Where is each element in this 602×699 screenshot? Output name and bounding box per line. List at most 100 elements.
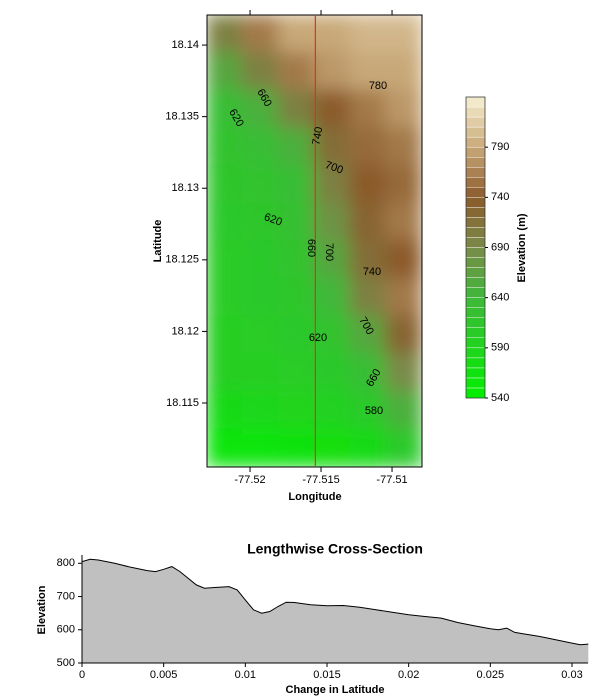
y-tick-label: 600 xyxy=(57,624,75,636)
colorbar-swatch xyxy=(465,327,486,338)
elevation-cell xyxy=(207,15,244,54)
elevation-cell xyxy=(207,89,244,129)
colorbar-swatch xyxy=(465,136,486,148)
colorbar-swatch xyxy=(465,156,486,168)
x-tick-label: 0.01 xyxy=(235,669,256,681)
elevation-cell xyxy=(313,51,352,92)
colorbar-tick-label: 590 xyxy=(491,342,509,354)
elevation-cell xyxy=(241,315,280,355)
chart-title: Lengthwise Cross-Section xyxy=(247,541,423,557)
colorbar-swatch xyxy=(465,227,486,238)
x-axis-label: Longitude xyxy=(288,491,341,503)
elevation-cell xyxy=(277,51,316,92)
contour-label: 780 xyxy=(369,80,387,92)
elevation-cell xyxy=(349,390,388,431)
y-tick-label: 18.14 xyxy=(171,39,199,51)
elevation-cell xyxy=(277,89,316,129)
colorbar-swatch xyxy=(465,267,486,278)
x-tick-label: 0.03 xyxy=(561,669,582,681)
colorbar-swatch xyxy=(465,257,486,268)
y-tick-label: 18.12 xyxy=(171,325,199,337)
x-axis-label: Change in Latitude xyxy=(286,684,385,696)
elevation-cell xyxy=(207,353,244,393)
colorbar-swatch xyxy=(465,387,486,399)
area-fill xyxy=(82,559,589,663)
colorbar-swatch xyxy=(465,297,486,308)
elevation-cell xyxy=(241,428,280,467)
elevation-cell xyxy=(241,240,280,280)
colorbar-swatch xyxy=(465,106,486,118)
map-frame xyxy=(206,14,423,468)
elevation-cell xyxy=(385,15,422,54)
elevation-grid xyxy=(207,15,422,467)
elevation-cell xyxy=(207,164,244,205)
contour-map xyxy=(207,15,422,467)
colorbar-tick-label: 740 xyxy=(491,191,509,203)
elevation-cell xyxy=(241,15,280,54)
x-tick-label: 0.025 xyxy=(477,669,505,681)
contour-label: 580 xyxy=(365,405,383,417)
elevation-cell xyxy=(349,277,388,318)
elevation-cell xyxy=(313,202,352,242)
elevation-cell xyxy=(277,353,316,393)
elevation-cell xyxy=(207,390,244,431)
elevation-cell xyxy=(277,428,316,467)
elevation-cell xyxy=(385,315,422,355)
colorbar-swatch xyxy=(465,116,486,128)
colorbar-tick-label: 640 xyxy=(491,292,509,304)
elevation-cell xyxy=(207,240,244,280)
elevation-cell xyxy=(349,89,388,129)
elevation-cell xyxy=(277,127,316,167)
colorbar-label: Elevation (m) xyxy=(516,213,528,282)
colorbar-swatch xyxy=(465,317,486,328)
contour-label: 700 xyxy=(323,159,344,177)
elevation-cell xyxy=(349,428,388,467)
y-axis-label: Elevation xyxy=(36,585,48,634)
elevation-cell xyxy=(385,390,422,431)
elevation-cell xyxy=(277,240,316,280)
colorbar-swatch xyxy=(465,367,486,379)
elevation-cell xyxy=(241,390,280,431)
y-tick-label: 18.135 xyxy=(165,111,199,123)
elevation-cell xyxy=(385,202,422,242)
elevation-cell xyxy=(241,51,280,92)
elevation-cell xyxy=(349,202,388,242)
colorbar-swatch xyxy=(465,337,486,349)
x-tick-label: -77.51 xyxy=(376,474,407,486)
colorbar-tick-label: 790 xyxy=(491,141,509,153)
x-tick-label: 0.02 xyxy=(398,669,419,681)
colorbar-swatch xyxy=(465,197,486,208)
elevation-cell xyxy=(313,240,352,280)
elevation-cell xyxy=(349,164,388,205)
elevation-cell xyxy=(313,353,352,393)
elevation-cell xyxy=(385,277,422,318)
elevation-cell xyxy=(313,428,352,467)
elevation-cell xyxy=(207,277,244,318)
colorbar-swatch xyxy=(465,146,486,158)
y-tick-label: 18.13 xyxy=(171,182,199,194)
colorbar-swatch xyxy=(465,217,486,228)
colorbar-swatch xyxy=(465,126,486,138)
colorbar-swatch xyxy=(465,96,486,108)
colorbar-tick-label: 540 xyxy=(491,392,509,404)
colorbar-swatch xyxy=(465,347,486,359)
contour-label: 740 xyxy=(363,266,381,278)
elevation-cell xyxy=(313,315,352,355)
elevation-cell xyxy=(241,202,280,242)
elevation-cell xyxy=(349,127,388,167)
elevation-cell xyxy=(277,15,316,54)
elevation-cell xyxy=(385,240,422,280)
elevation-cell xyxy=(277,390,316,431)
y-tick-label: 700 xyxy=(57,590,75,602)
elevation-cell xyxy=(385,127,422,167)
elevation-cell xyxy=(313,277,352,318)
x-tick-label: -77.52 xyxy=(234,474,265,486)
colorbar-swatch xyxy=(465,247,486,258)
elevation-cell xyxy=(349,315,388,355)
contour-label: 700 xyxy=(323,243,335,261)
colorbar-swatch xyxy=(465,307,486,318)
elevation-cell xyxy=(385,353,422,393)
colorbar-swatch xyxy=(465,357,486,369)
